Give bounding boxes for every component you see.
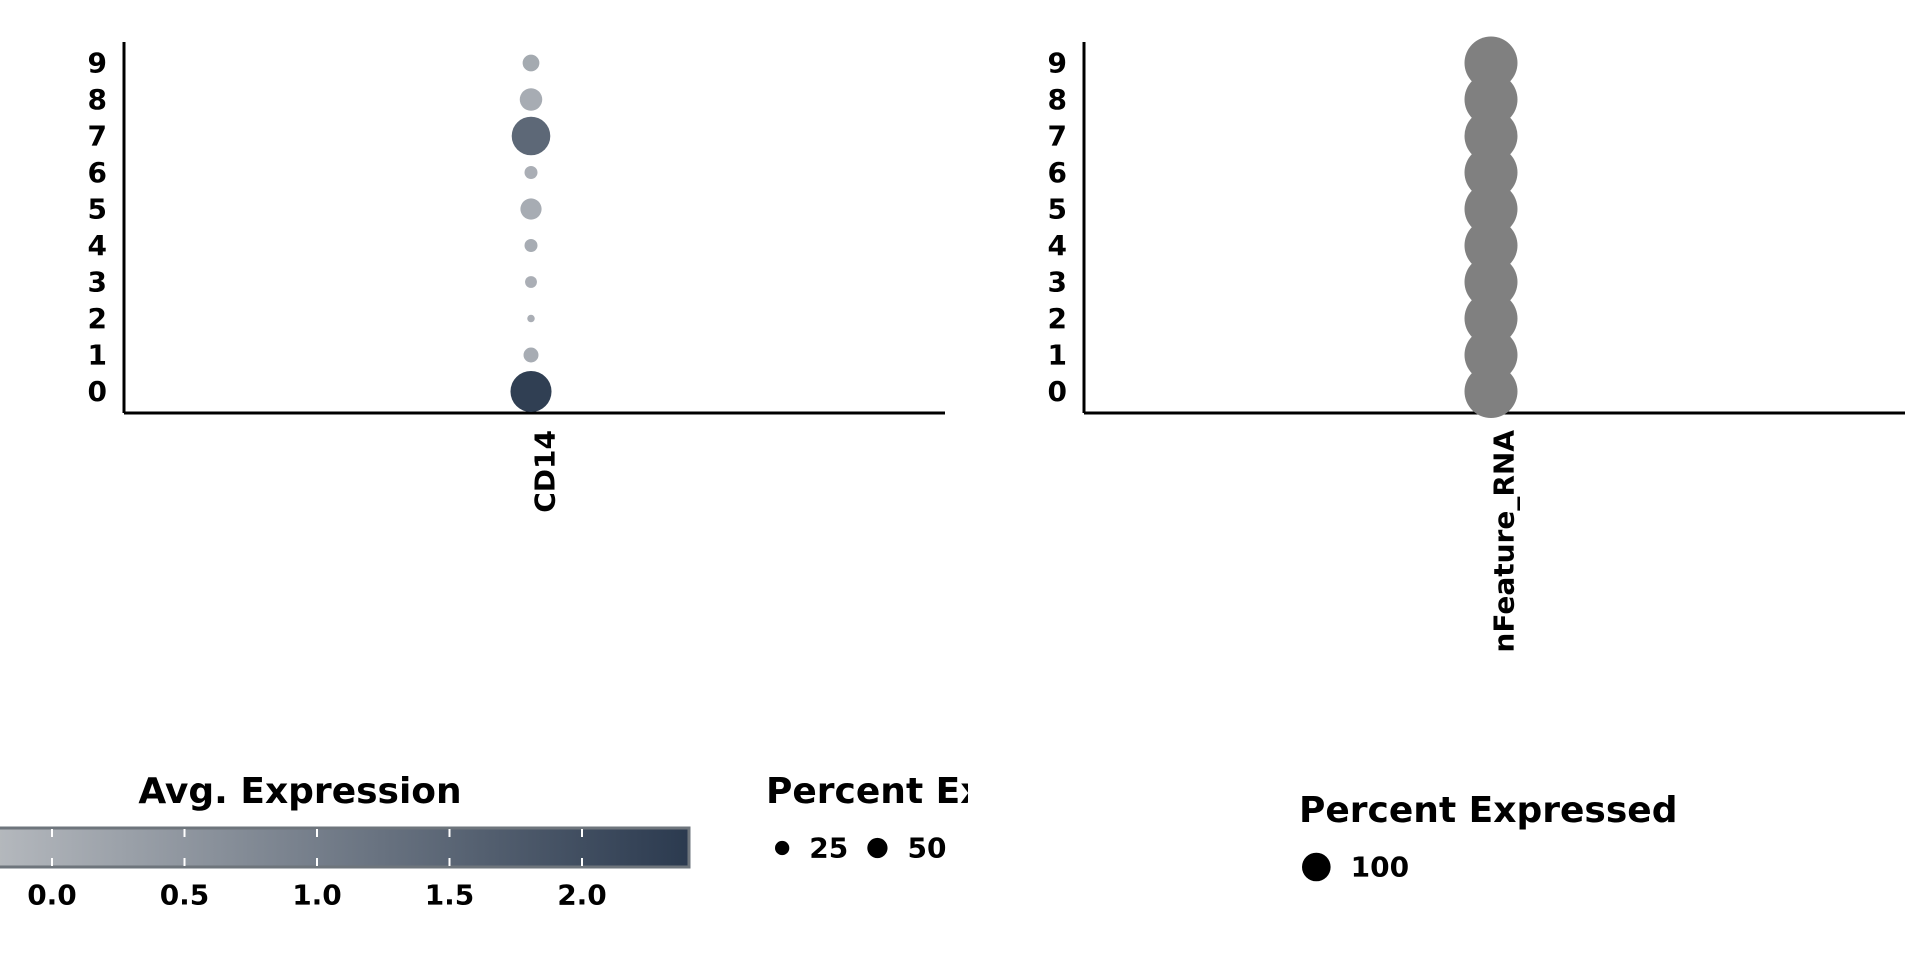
colorbar-tick-label: 0.0 [27,879,77,912]
size-legend-label: 100 [1351,851,1409,884]
dot-cluster-8 [1464,73,1518,126]
panel-right: 01 23 45 67 89 nFeature_RNA [1048,36,1905,653]
colorbar-tick-label: 1.5 [425,879,475,912]
dot-cluster-5 [520,198,542,220]
dot-cluster-7 [511,116,551,156]
dot-cluster-4 [524,239,538,252]
y-tick-label: 8 [1048,83,1067,116]
dot-cluster-0 [1464,365,1518,418]
size-legend-label: 50 [908,832,947,865]
dot-cluster-4 [1464,219,1518,272]
y-tick-label: 0 [88,375,107,408]
colorbar-tick-label: 1.0 [292,879,342,912]
dots-left [510,54,552,413]
colorbar-tick-label: 0.5 [160,879,210,912]
y-tick-label: 1 [1048,339,1067,372]
colorbar-ticks: 0.0 0.5 1.0 1.5 2.0 [27,829,607,912]
dot-cluster-8 [519,88,543,111]
y-tick-label: 9 [1048,47,1067,80]
y-tick-labels-left: 01 23 45 67 89 [88,47,107,409]
y-tick-label: 2 [1048,302,1067,335]
y-tick-label: 9 [88,47,107,80]
y-tick-label: 4 [88,229,107,262]
y-tick-label: 2 [88,302,107,335]
y-tick-label: 1 [88,339,107,372]
color-legend: Avg. Expression 0.0 0.5 1.0 1.5 2.0 [0,771,691,912]
size-legend-left-entries: 25 50 [775,832,947,865]
size-legend-dot [867,837,888,859]
y-tick-label: 7 [1048,120,1067,153]
size-legend-left: Percent Expressed 25 50 [766,771,1144,865]
y-tick-label: 8 [88,83,107,116]
y-tick-labels-right: 01 23 45 67 89 [1048,47,1067,409]
size-legend-dot [775,840,790,856]
size-legend-right: Percent Expressed 100 [1299,790,1677,884]
x-tick-label-right: nFeature_RNA [1488,430,1521,653]
y-tick-label: 3 [1048,266,1067,299]
y-tick-label: 4 [1048,229,1067,262]
x-tick-label-left: CD14 [529,430,562,513]
y-tick-label: 3 [88,266,107,299]
panel-left: 01 23 45 67 89 CD14 [88,42,945,513]
color-legend-title: Avg. Expression [138,771,461,812]
dot-cluster-0 [510,370,552,413]
colorbar [0,826,691,869]
dot-cluster-9 [522,54,540,72]
y-tick-label: 6 [88,156,107,189]
y-tick-label: 5 [1048,193,1067,226]
y-tick-label: 0 [1048,375,1067,408]
dot-cluster-9 [1464,36,1518,90]
dot-cluster-1 [1464,328,1518,382]
dot-cluster-3 [1464,255,1518,309]
size-legend-right-entries: 100 [1302,851,1409,884]
dot-cluster-2 [527,314,535,323]
size-legend-right-title: Percent Expressed [1299,790,1677,831]
dot-cluster-3 [525,276,537,288]
dot-cluster-6 [1464,146,1518,199]
y-tick-label: 5 [88,193,107,226]
dot-cluster-7 [1464,109,1518,163]
dot-cluster-5 [1464,182,1518,236]
size-legend-label: 25 [809,832,848,865]
y-tick-label: 7 [88,120,107,153]
dot-cluster-2 [1464,292,1518,345]
y-tick-label: 6 [1048,156,1067,189]
size-legend-left-title: Percent Expressed [766,771,1144,812]
dot-cluster-6 [524,166,538,179]
dot-cluster-1 [523,347,539,363]
dots-right [1464,36,1518,418]
colorbar-tick-label: 2.0 [557,879,607,912]
size-legend-dot [1302,852,1331,882]
